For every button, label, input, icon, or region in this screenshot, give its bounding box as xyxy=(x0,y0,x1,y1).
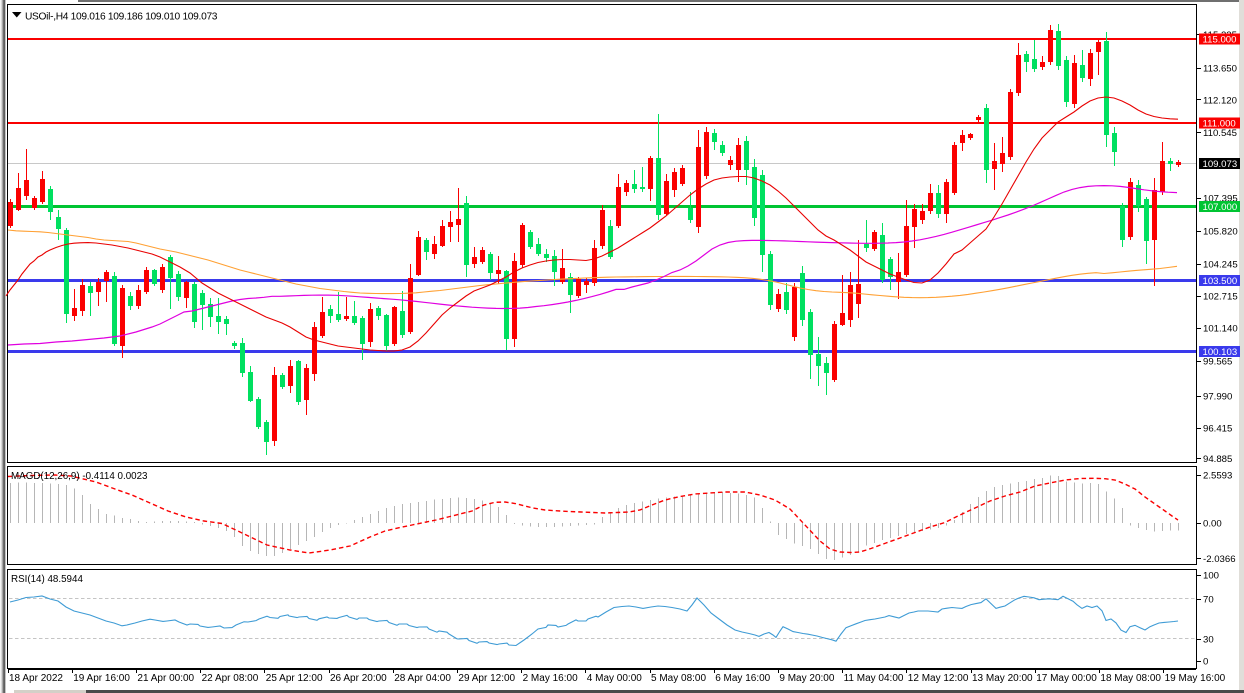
svg-text:102.715: 102.715 xyxy=(1203,292,1238,303)
svg-text:109.073: 109.073 xyxy=(1203,159,1238,170)
svg-text:0: 0 xyxy=(1203,657,1208,668)
svg-text:101.140: 101.140 xyxy=(1203,324,1238,335)
svg-text:19 May 16:00: 19 May 16:00 xyxy=(1165,673,1226,684)
svg-text:13 May 20:00: 13 May 20:00 xyxy=(972,673,1033,684)
svg-text:96.415: 96.415 xyxy=(1203,424,1232,435)
svg-text:18 May 08:00: 18 May 08:00 xyxy=(1100,673,1161,684)
svg-text:29 Apr 12:00: 29 Apr 12:00 xyxy=(458,673,515,684)
svg-text:4 May 00:00: 4 May 00:00 xyxy=(587,673,642,684)
svg-text:USOil-,H4 109.016 109.186 109: USOil-,H4 109.016 109.186 109.010 109.07… xyxy=(25,12,218,23)
svg-text:2 May 16:00: 2 May 16:00 xyxy=(523,673,578,684)
svg-text:RSI(14) 48.5944: RSI(14) 48.5944 xyxy=(11,574,83,585)
svg-text:-2.0366: -2.0366 xyxy=(1203,554,1236,565)
svg-text:97.990: 97.990 xyxy=(1203,392,1232,403)
svg-text:70: 70 xyxy=(1203,595,1214,606)
svg-text:MAGD(12,26,9) -0.4114 0.0023: MAGD(12,26,9) -0.4114 0.0023 xyxy=(11,471,148,482)
svg-text:103.500: 103.500 xyxy=(1203,276,1238,287)
svg-text:19 Apr 16:00: 19 Apr 16:00 xyxy=(73,673,130,684)
svg-text:11 May 04:00: 11 May 04:00 xyxy=(844,673,904,684)
svg-text:111.000: 111.000 xyxy=(1203,119,1236,130)
svg-text:112.120: 112.120 xyxy=(1203,95,1237,106)
svg-text:113.650: 113.650 xyxy=(1203,64,1237,75)
svg-text:5 May 08:00: 5 May 08:00 xyxy=(651,673,706,684)
svg-text:110.545: 110.545 xyxy=(1203,128,1237,139)
svg-text:17 May 00:00: 17 May 00:00 xyxy=(1036,673,1097,684)
svg-text:30: 30 xyxy=(1203,635,1214,646)
svg-text:21 Apr 00:00: 21 Apr 00:00 xyxy=(137,673,194,684)
svg-text:12 May 12:00: 12 May 12:00 xyxy=(908,673,969,684)
svg-text:94.885: 94.885 xyxy=(1203,454,1232,465)
svg-text:105.820: 105.820 xyxy=(1203,227,1238,238)
svg-text:28 Apr 04:00: 28 Apr 04:00 xyxy=(394,673,451,684)
svg-text:22 Apr 08:00: 22 Apr 08:00 xyxy=(202,673,259,684)
svg-text:107.000: 107.000 xyxy=(1203,202,1238,213)
svg-text:100.103: 100.103 xyxy=(1203,347,1238,358)
svg-text:104.245: 104.245 xyxy=(1203,260,1238,271)
svg-text:18 Apr 2022: 18 Apr 2022 xyxy=(9,673,63,684)
svg-text:100: 100 xyxy=(1203,571,1219,582)
svg-text:6 May 16:00: 6 May 16:00 xyxy=(715,673,770,684)
svg-text:115.000: 115.000 xyxy=(1203,35,1237,46)
svg-text:99.565: 99.565 xyxy=(1203,357,1232,368)
svg-text:25 Apr 12:00: 25 Apr 12:00 xyxy=(266,673,323,684)
svg-text:2.5593: 2.5593 xyxy=(1203,471,1232,482)
svg-text:26 Apr 20:00: 26 Apr 20:00 xyxy=(330,673,387,684)
svg-text:0.00: 0.00 xyxy=(1203,519,1222,530)
svg-text:9 May 20:00: 9 May 20:00 xyxy=(779,673,834,684)
svg-text:107.395: 107.395 xyxy=(1203,194,1238,205)
